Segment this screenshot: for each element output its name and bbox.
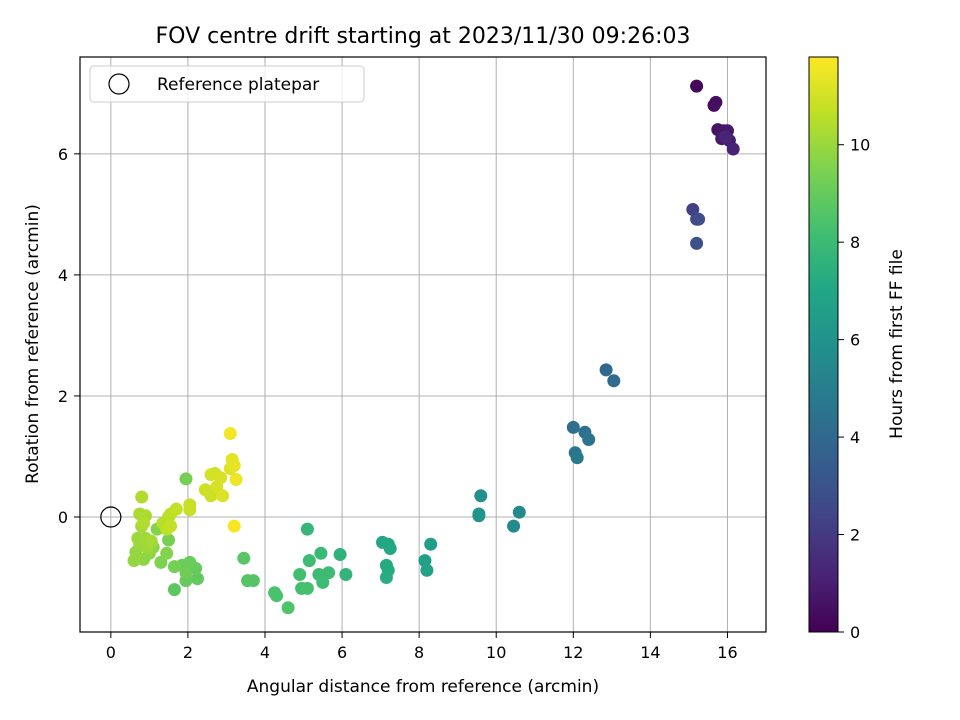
data-point: [300, 581, 314, 595]
x-tick-label: 14: [640, 643, 660, 662]
chart-title: FOV centre drift starting at 2023/11/30 …: [156, 24, 691, 49]
legend-marker-reference: [108, 73, 130, 95]
data-point: [179, 472, 193, 486]
y-tick-label: 4: [58, 266, 68, 285]
data-point: [333, 548, 347, 561]
x-tick-label: 12: [563, 643, 583, 662]
data-point: [690, 236, 704, 250]
reference-marker: [100, 506, 122, 528]
y-tick-label: 0: [58, 508, 68, 527]
data-point: [137, 516, 151, 530]
colorbar-ticks: 0 2 4 6 8 10: [838, 136, 870, 642]
data-point: [227, 519, 241, 533]
x-tick-label: 16: [717, 643, 737, 662]
colorbar-tick-label: 6: [850, 331, 860, 350]
data-point: [599, 363, 613, 377]
data-point: [144, 534, 158, 548]
data-point: [183, 498, 197, 512]
legend-entry-reference: Reference platepar: [157, 75, 319, 95]
data-point: [179, 566, 193, 580]
data-point: [223, 427, 237, 440]
y-tick-label: 2: [58, 387, 68, 406]
data-point: [719, 130, 732, 144]
legend: Reference platepar: [89, 65, 365, 103]
colorbar-tick-label: 0: [850, 623, 860, 642]
x-tick-label: 10: [486, 643, 506, 662]
colorbar-tick-label: 2: [850, 526, 860, 545]
data-point: [507, 519, 521, 533]
x-axis-label: Angular distance from reference (arcmin): [247, 677, 599, 697]
data-point: [690, 79, 704, 93]
data-point: [322, 566, 336, 580]
plot-frame: [79, 56, 767, 633]
data-point: [383, 542, 397, 555]
data-point: [167, 583, 181, 597]
data-point: [472, 507, 486, 521]
grid-lines: [80, 57, 766, 632]
x-tick-label: 4: [260, 643, 270, 662]
y-axis-label: Rotation from reference (arcmin): [23, 204, 43, 484]
x-tick-label: 2: [183, 643, 193, 662]
data-point: [164, 519, 178, 533]
colorbar-label: Hours from first FF file: [887, 249, 907, 439]
data-point: [300, 522, 314, 536]
data-point: [302, 554, 316, 568]
data-point: [726, 142, 740, 156]
data-point: [582, 433, 596, 446]
data-point: [167, 560, 181, 574]
data-points: [100, 79, 740, 615]
data-point: [237, 551, 251, 565]
data-point: [566, 420, 580, 434]
colorbar-gradient: [809, 57, 838, 632]
data-point: [379, 571, 393, 584]
data-point: [474, 489, 488, 503]
legend-box: [89, 65, 365, 103]
data-point: [692, 212, 706, 226]
data-point: [512, 505, 526, 519]
colorbar-frame: [808, 56, 839, 633]
data-point: [169, 502, 183, 516]
x-tick-label: 6: [337, 643, 347, 662]
data-point: [270, 589, 284, 603]
data-point: [314, 546, 328, 560]
data-point: [418, 554, 432, 568]
colorbar-tick-label: 10: [850, 136, 870, 155]
colorbar-tick-label: 4: [850, 428, 860, 447]
data-point: [135, 490, 149, 504]
data-point: [229, 473, 243, 486]
data-point: [160, 546, 174, 560]
data-point: [607, 374, 621, 388]
y-axis-ticks: 0 2 4 6: [58, 145, 80, 527]
colorbar: 0 2 4 6 8 10 Hours from first FF file: [808, 56, 907, 642]
data-point: [246, 574, 260, 588]
x-tick-label: 8: [414, 643, 424, 662]
x-axis-ticks: 0 2 4 6 8 10 12 14 16: [106, 632, 738, 662]
data-point: [281, 601, 295, 615]
data-point: [424, 537, 438, 551]
data-point: [709, 95, 723, 109]
data-point: [216, 489, 230, 503]
data-point: [191, 572, 204, 586]
data-point: [339, 568, 353, 581]
data-point: [420, 563, 434, 577]
data-point: [162, 533, 176, 547]
data-point: [214, 471, 228, 485]
x-tick-label: 0: [106, 643, 116, 662]
data-point: [570, 451, 584, 465]
data-point: [316, 575, 330, 589]
data-point: [293, 568, 307, 581]
colorbar-tick-label: 8: [850, 233, 860, 252]
y-tick-label: 6: [58, 145, 68, 164]
data-point: [227, 459, 241, 473]
